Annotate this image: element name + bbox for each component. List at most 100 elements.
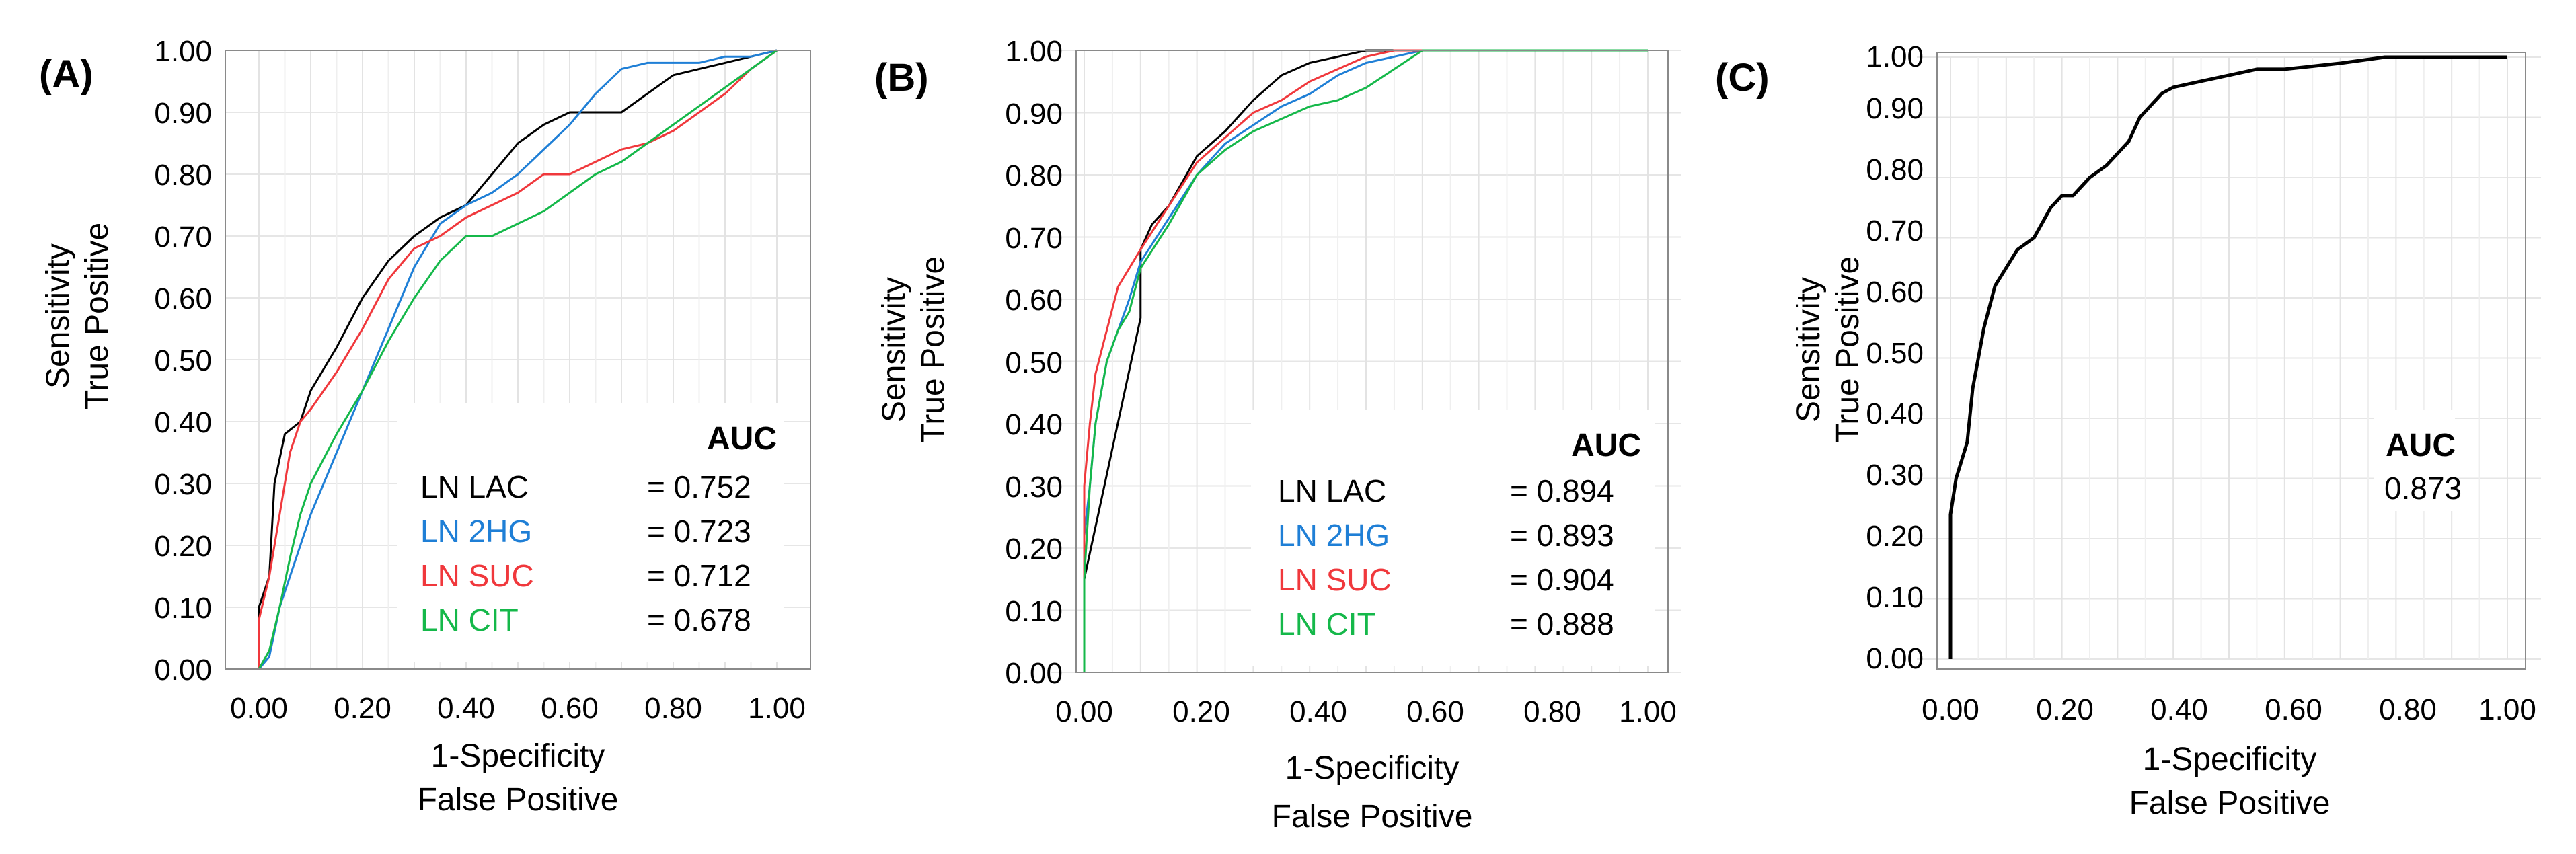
y-tick-label: 0.90 (154, 97, 212, 130)
y-tick-label: 1.00 (154, 35, 212, 68)
x-tick-label: 0.00 (1055, 695, 1113, 728)
legend-background (1251, 410, 1655, 666)
legend-series-auc: = 0.712 (647, 558, 751, 593)
series-lines (1948, 55, 2507, 659)
plot-area (1917, 52, 2541, 670)
x-axis-label-line1: 1-Specificity (1285, 750, 1460, 786)
legend-series-name: LN SUC (420, 558, 534, 593)
y-tick-label: 0.80 (1866, 153, 1924, 186)
x-axis-label-line2: False Positive (418, 782, 619, 818)
y-tick-label: 0.40 (1866, 397, 1924, 430)
x-tick-label: 1.00 (1619, 695, 1677, 728)
x-tick-label: 0.20 (2036, 693, 2094, 726)
y-tick-label: 0.60 (1005, 284, 1063, 317)
panel-b: (B) Sensitivity True Positive 0.00 0.10 … (874, 35, 1681, 834)
y-tick-label: 0.50 (1005, 346, 1063, 379)
x-tick-label: 0.60 (541, 692, 599, 725)
y-tick-label: 0.60 (154, 282, 212, 315)
x-tick-label: 0.80 (644, 692, 702, 725)
panel-c: (C) Sensitivity True Positive 0.00 0.10 … (1715, 40, 2541, 821)
roc-curve-ln-cit (1083, 49, 1648, 672)
y-axis-label-line1: Sensitivity (1791, 277, 1827, 422)
legend-series-name: LN 2HG (1278, 518, 1390, 553)
y-tick-label: 0.10 (154, 592, 212, 625)
legend-series-name: LN CIT (1278, 607, 1376, 642)
y-tick-label: 0.50 (154, 344, 212, 377)
y-tick-label: 0.20 (154, 530, 212, 563)
x-tick-label: 0.60 (2265, 693, 2322, 726)
x-tick-label: 1.00 (748, 692, 806, 725)
legend-series-auc: = 0.723 (647, 514, 751, 549)
legend-series-name: LN LAC (1278, 473, 1386, 508)
x-tick-labels: 0.00 0.20 0.40 0.60 0.80 1.00 (1922, 693, 2536, 726)
x-tick-labels: 0.00 0.20 0.40 0.60 0.80 1.00 (1055, 695, 1677, 728)
x-tick-label: 0.40 (437, 692, 495, 725)
y-tick-label: 0.70 (154, 221, 212, 254)
legend-header: AUC (2386, 428, 2456, 463)
panel-label: (A) (39, 52, 93, 96)
x-tick-label: 0.40 (1289, 695, 1347, 728)
y-tick-label: 0.30 (1005, 471, 1063, 504)
y-tick-label: 0.30 (154, 468, 212, 501)
legend-header: AUC (707, 421, 777, 457)
y-tick-label: 0.50 (1866, 337, 1924, 370)
y-tick-label: 1.00 (1866, 40, 1924, 73)
plot-frame (225, 50, 811, 670)
legend-background (397, 403, 784, 662)
panel-label: (B) (874, 56, 929, 100)
y-tick-label: 0.20 (1005, 533, 1063, 566)
x-tick-label: 0.00 (230, 692, 288, 725)
x-tick-label: 1.00 (2478, 693, 2536, 726)
y-tick-label: 0.10 (1005, 595, 1063, 628)
roc-curve-ln-cit (258, 49, 778, 670)
x-axis-label-line1: 1-Specificity (431, 738, 605, 774)
panel-label: (C) (1715, 56, 1770, 100)
x-tick-label: 0.20 (1172, 695, 1230, 728)
x-tick-label: 0.00 (1922, 693, 1979, 726)
legend-series-auc: = 0.888 (1510, 607, 1614, 642)
plot-frame (1936, 52, 2526, 670)
y-tick-labels: 0.00 0.10 0.20 0.30 0.40 0.50 0.60 0.70 … (154, 35, 212, 687)
y-axis-label-line1: Sensitivity (40, 243, 76, 389)
y-tick-label: 0.70 (1866, 215, 1924, 247)
legend-series-auc: = 0.894 (1510, 473, 1614, 508)
y-tick-label: 0.00 (1005, 657, 1063, 690)
y-tick-label: 0.80 (1005, 159, 1063, 192)
x-tick-label: 0.40 (2150, 693, 2208, 726)
legend: AUC LN LAC = 0.752 LN 2HG = 0.723 LN SUC… (397, 403, 784, 662)
y-tick-label: 0.40 (1005, 408, 1063, 441)
x-tick-label: 0.60 (1406, 695, 1464, 728)
y-tick-label: 0.00 (1866, 642, 1924, 675)
y-tick-label: 0.00 (154, 654, 212, 687)
y-tick-label: 0.80 (154, 159, 212, 192)
y-axis-label-line2: True Positive (79, 223, 115, 410)
y-tick-labels: 0.00 0.10 0.20 0.30 0.40 0.50 0.60 0.70 … (1005, 35, 1063, 690)
gridlines (1917, 56, 2541, 660)
y-axis-label-line2: True Positive (1830, 256, 1866, 443)
legend-series-name: LN 2HG (420, 514, 532, 549)
roc-curve-roc (1948, 55, 2507, 659)
y-tick-labels: 0.00 0.10 0.20 0.30 0.40 0.50 0.60 0.70 … (1866, 40, 1924, 675)
y-tick-label: 0.10 (1866, 581, 1924, 614)
x-axis-label-line2: False Positive (2129, 785, 2331, 821)
legend: AUC LN LAC = 0.894 LN 2HG = 0.893 LN SUC… (1251, 410, 1655, 666)
y-tick-label: 0.90 (1866, 92, 1924, 125)
y-tick-label: 0.40 (154, 406, 212, 439)
legend: AUC 0.873 (2374, 410, 2462, 511)
x-tick-label: 0.20 (334, 692, 391, 725)
y-tick-label: 0.90 (1005, 98, 1063, 130)
y-tick-label: 1.00 (1005, 35, 1063, 68)
roc-curve-ln-suc (258, 49, 778, 669)
y-tick-label: 0.70 (1005, 222, 1063, 255)
legend-series-auc: = 0.678 (647, 603, 751, 637)
legend-series-auc: = 0.893 (1510, 518, 1614, 553)
legend-series-name: LN LAC (420, 469, 529, 504)
plot-frame (1075, 50, 1669, 673)
roc-curve-ln-lac (258, 49, 778, 669)
y-axis-label-line2: True Positive (915, 256, 951, 443)
plot-background (1937, 52, 2526, 669)
legend-background (2374, 410, 2455, 511)
legend-series-auc: = 0.904 (1510, 562, 1614, 597)
y-tick-label: 0.20 (1866, 520, 1924, 553)
